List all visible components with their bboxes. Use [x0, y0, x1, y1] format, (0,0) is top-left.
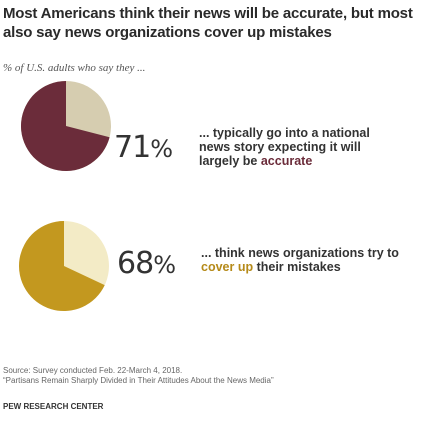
- source-note: Source: Survey conducted Feb. 22-March 4…: [3, 366, 274, 386]
- source-line-2: “Partisans Remain Sharply Divided in The…: [3, 376, 274, 385]
- description-accurate: ... typically go into a national news st…: [199, 126, 399, 168]
- pie-value-slice-accurate: [20, 81, 110, 171]
- organization-label: PEW RESEARCH CENTER: [3, 402, 104, 411]
- chart-subtitle: % of U.S. adults who say they ...: [3, 62, 146, 74]
- percent-value-accurate: 71: [114, 130, 151, 165]
- description-cover-up-post: their mistakes: [253, 260, 341, 274]
- source-line-1: Source: Survey conducted Feb. 22-March 4…: [3, 366, 183, 375]
- percent-value-cover-up: 68: [117, 246, 154, 281]
- pie-chart-cover-up: [19, 221, 109, 311]
- percent-sign-accurate: %: [150, 135, 173, 163]
- description-cover-up-highlight: cover up: [201, 260, 254, 274]
- percent-label-accurate: 71%: [114, 130, 173, 165]
- pie-value-slice-cover-up: [19, 221, 105, 311]
- description-accurate-highlight: accurate: [260, 154, 313, 168]
- pie-chart-accurate: [20, 81, 111, 171]
- chart-title: Most Americans think their news will be …: [3, 5, 413, 41]
- percent-label-cover-up: 68%: [117, 246, 176, 281]
- description-cover-up: ... think news organizations try to cove…: [201, 246, 401, 274]
- description-cover-up-text: ... think news organizations try to: [201, 246, 399, 260]
- percent-sign-cover-up: %: [153, 251, 176, 279]
- description-accurate-text: ... typically go into a national news st…: [199, 126, 370, 168]
